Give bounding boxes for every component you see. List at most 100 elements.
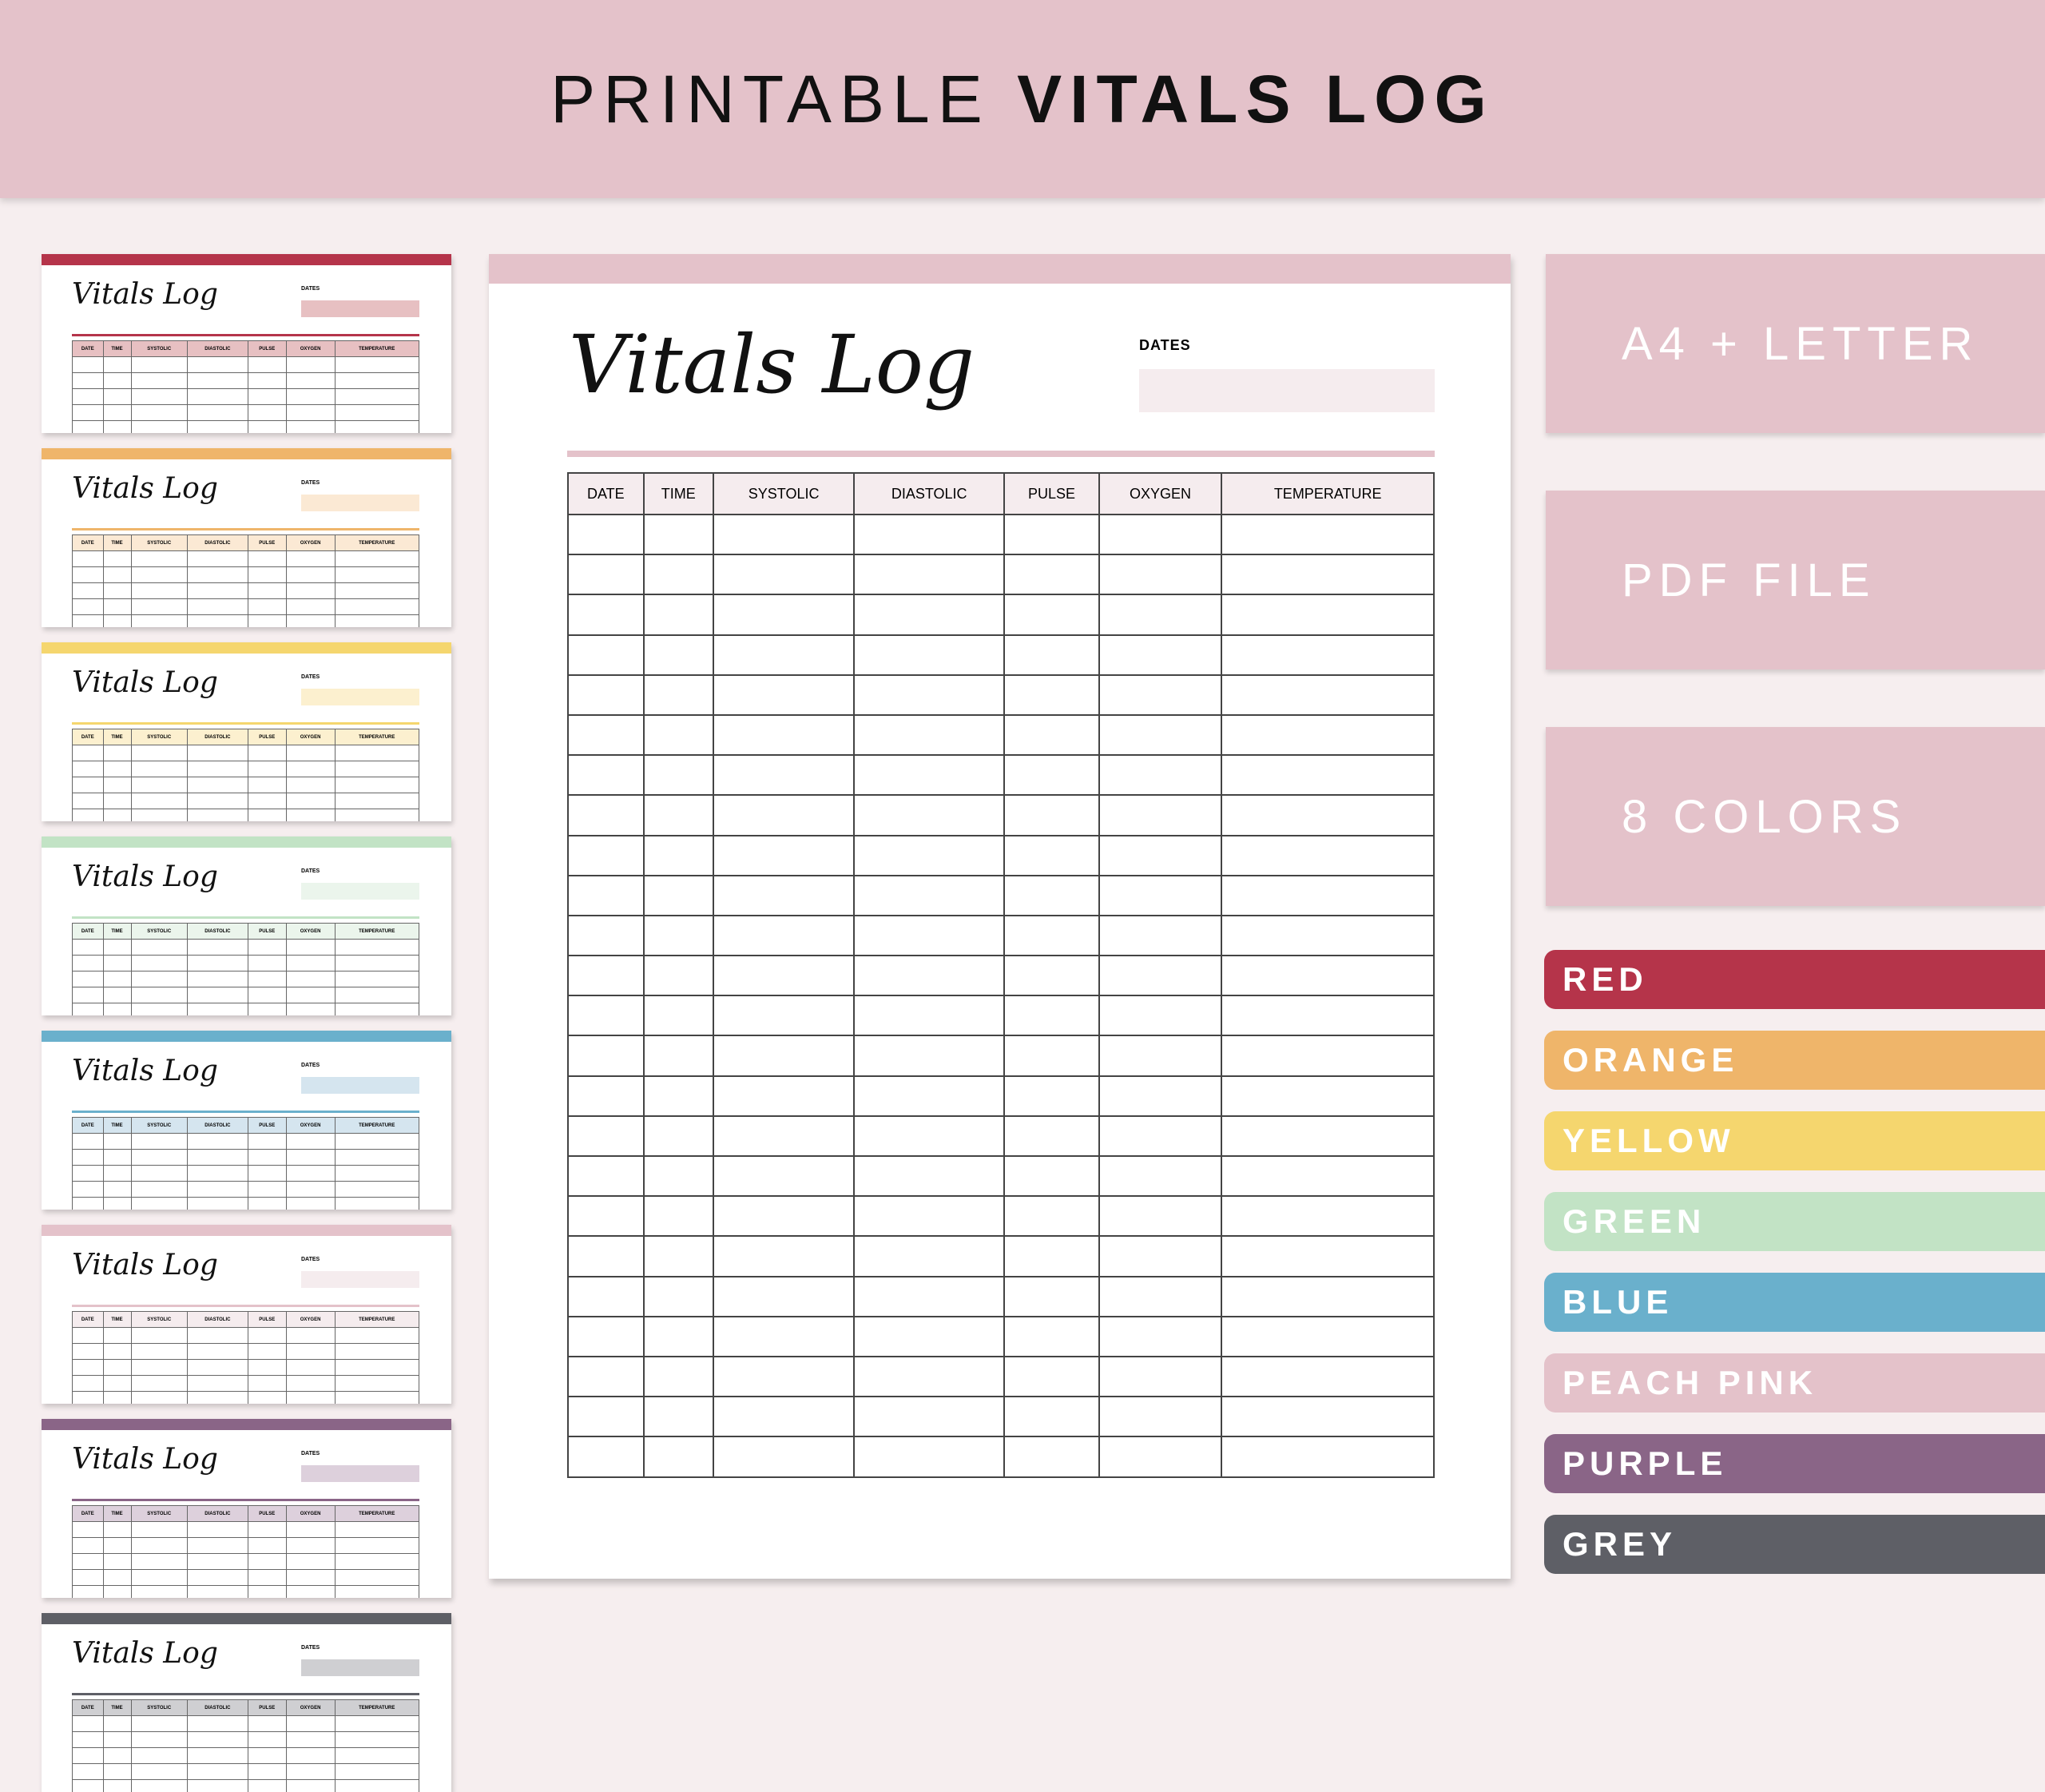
thumb-title: Vitals Log bbox=[72, 1055, 218, 1087]
table-row bbox=[568, 1236, 1434, 1276]
thumb-cell bbox=[248, 567, 286, 583]
thumb-cell bbox=[335, 615, 419, 628]
table-cell bbox=[1004, 956, 1099, 995]
thumb-cell bbox=[335, 956, 419, 971]
table-cell bbox=[713, 1116, 854, 1156]
thumb-column-header: DIASTOLIC bbox=[187, 341, 248, 357]
table-cell bbox=[1221, 956, 1434, 995]
thumb-cell bbox=[73, 357, 104, 373]
thumb-cell bbox=[187, 940, 248, 956]
table-cell bbox=[854, 795, 1004, 835]
thumb-cell bbox=[73, 1764, 104, 1780]
column-header: DATE bbox=[568, 473, 644, 515]
table-cell bbox=[1221, 594, 1434, 634]
thumb-cell bbox=[103, 1134, 131, 1150]
thumb-cell bbox=[131, 761, 187, 777]
table-cell bbox=[713, 1277, 854, 1317]
thumb-cell bbox=[248, 1198, 286, 1210]
thumb-cell bbox=[187, 1732, 248, 1748]
thumb-cell bbox=[131, 1328, 187, 1344]
thumb-column-header: DIASTOLIC bbox=[187, 729, 248, 745]
table-cell bbox=[1221, 1196, 1434, 1236]
thumb-cell bbox=[187, 1522, 248, 1538]
thumb-cell bbox=[187, 357, 248, 373]
thumb-column-header: TIME bbox=[103, 1700, 131, 1716]
table-cell bbox=[644, 995, 713, 1035]
color-swatch-orange: ORANGE bbox=[1544, 1031, 2045, 1090]
thumb-cell bbox=[248, 940, 286, 956]
thumb-dates-label: DATES bbox=[301, 868, 320, 874]
title-bold: VITALS LOG bbox=[1017, 62, 1495, 137]
table-cell bbox=[1004, 1277, 1099, 1317]
table-cell bbox=[644, 1397, 713, 1436]
thumb-column-header: SYSTOLIC bbox=[131, 535, 187, 551]
thumb-cell bbox=[286, 1150, 335, 1166]
thumb-row bbox=[73, 599, 419, 615]
thumb-cell bbox=[73, 1538, 104, 1554]
thumb-row bbox=[73, 745, 419, 761]
table-cell bbox=[568, 715, 644, 755]
thumb-cell bbox=[73, 1328, 104, 1344]
thumb-cell bbox=[131, 389, 187, 405]
thumb-divider bbox=[72, 1305, 419, 1307]
thumb-column-header: TIME bbox=[103, 1506, 131, 1522]
thumb-cell bbox=[335, 1360, 419, 1376]
thumb-dates-label: DATES bbox=[301, 1451, 320, 1456]
thumb-column-header: OXYGEN bbox=[286, 341, 335, 357]
table-cell bbox=[713, 715, 854, 755]
table-cell bbox=[1221, 1397, 1434, 1436]
table-cell bbox=[713, 1397, 854, 1436]
thumb-column-header: TIME bbox=[103, 1312, 131, 1328]
thumb-cell bbox=[131, 971, 187, 987]
thumb-cell bbox=[73, 567, 104, 583]
thumb-cell bbox=[335, 1198, 419, 1210]
thumb-cell bbox=[335, 1554, 419, 1570]
thumb-cell bbox=[286, 1392, 335, 1405]
thumb-row bbox=[73, 1360, 419, 1376]
column-header: TEMPERATURE bbox=[1221, 473, 1434, 515]
column-header: DIASTOLIC bbox=[854, 473, 1004, 515]
thumb-cell bbox=[248, 1554, 286, 1570]
thumb-dates-label: DATES bbox=[301, 1645, 320, 1651]
thumb-cell bbox=[248, 1182, 286, 1198]
thumb-column-header: DATE bbox=[73, 1700, 104, 1716]
table-cell bbox=[1099, 635, 1222, 675]
table-row bbox=[568, 876, 1434, 916]
table-cell bbox=[568, 795, 644, 835]
thumb-cell bbox=[103, 761, 131, 777]
thumb-cell bbox=[248, 1764, 286, 1780]
table-cell bbox=[854, 1035, 1004, 1075]
thumb-cell bbox=[131, 551, 187, 567]
thumb-cell bbox=[335, 1780, 419, 1792]
thumb-cell bbox=[73, 793, 104, 809]
thumb-cell bbox=[286, 1716, 335, 1732]
table-cell bbox=[1221, 1076, 1434, 1116]
thumb-cell bbox=[286, 1748, 335, 1764]
table-cell bbox=[713, 836, 854, 876]
table-row bbox=[568, 1196, 1434, 1236]
thumb-cell bbox=[286, 1003, 335, 1016]
thumb-cell bbox=[286, 809, 335, 822]
table-cell bbox=[1099, 1236, 1222, 1276]
thumb-cell bbox=[131, 599, 187, 615]
thumb-cell bbox=[131, 987, 187, 1003]
thumb-cell bbox=[335, 1732, 419, 1748]
thumb-cell bbox=[248, 1570, 286, 1586]
table-row bbox=[568, 635, 1434, 675]
thumb-cell bbox=[131, 1360, 187, 1376]
thumb-dates-label: DATES bbox=[301, 480, 320, 486]
thumb-row bbox=[73, 1003, 419, 1016]
thumb-cell bbox=[335, 373, 419, 389]
thumb-cell bbox=[248, 761, 286, 777]
thumb-column-header: TEMPERATURE bbox=[335, 924, 419, 940]
thumb-cell bbox=[248, 583, 286, 599]
table-cell bbox=[854, 1397, 1004, 1436]
thumb-cell bbox=[335, 1328, 419, 1344]
table-cell bbox=[1099, 1076, 1222, 1116]
